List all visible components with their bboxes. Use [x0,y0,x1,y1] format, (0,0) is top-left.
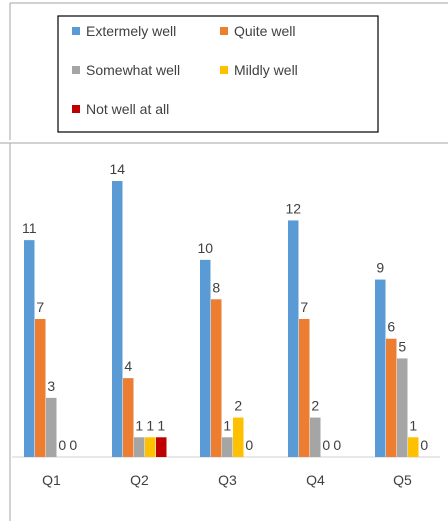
data-label-q3-somewhat-well: 1 [223,417,231,433]
bar-q2-somewhat-well [134,437,145,457]
data-label-q1-quite-well: 7 [36,299,44,315]
data-label-q4-not-well-at-all: 0 [333,437,341,453]
legend-label-mildly-well: Mildly well [234,62,298,78]
legend-swatch-somewhat-well [72,66,80,74]
x-tick-label-q2: Q2 [130,472,149,488]
bar-q2-quite-well [123,378,134,457]
data-label-q2-mildly-well: 1 [146,417,154,433]
bar-q5-mildly-well [408,437,419,457]
data-label-q5-quite-well: 6 [387,319,395,335]
legend-box [57,15,379,133]
data-label-q2-somewhat-well: 1 [135,417,143,433]
x-tick-label-q5: Q5 [393,472,412,488]
data-label-q5-not-well-at-all: 0 [420,437,428,453]
bar-q1-quite-well [35,319,46,457]
data-label-q4-somewhat-well: 2 [311,398,319,414]
bar-q4-quite-well [299,319,310,457]
data-label-q1-somewhat-well: 3 [47,378,55,394]
x-tick-label-q4: Q4 [306,472,325,488]
legend-swatch-quite-well [220,27,228,35]
bar-q5-extermely-well [375,279,386,457]
data-label-q4-quite-well: 7 [300,299,308,315]
data-label-q4-mildly-well: 0 [322,437,330,453]
bar-q5-somewhat-well [397,358,408,457]
data-label-q3-extermely-well: 10 [197,240,213,256]
bar-q3-somewhat-well [222,437,233,457]
data-label-q5-extermely-well: 9 [376,260,384,276]
legend-label-quite-well: Quite well [234,23,295,39]
data-label-q2-quite-well: 4 [124,358,132,374]
bar-q3-quite-well [211,299,222,457]
legend-label-not-well-at-all: Not well at all [86,101,169,117]
data-label-q3-mildly-well: 2 [234,398,242,414]
bar-q2-extermely-well [112,181,123,457]
bar-q4-extermely-well [288,220,299,457]
x-tick-label-q3: Q3 [218,472,237,488]
data-label-q5-mildly-well: 1 [409,417,417,433]
bar-q2-not-well-at-all [156,437,167,457]
bar-q5-quite-well [386,338,397,457]
bar-q1-somewhat-well [46,397,57,457]
data-label-q3-not-well-at-all: 0 [245,437,253,453]
data-label-q2-extermely-well: 14 [109,161,125,177]
bar-q3-extermely-well [200,259,211,457]
bar-q4-somewhat-well [310,417,321,457]
x-tick-label-q1: Q1 [42,472,61,488]
data-label-q1-not-well-at-all: 0 [69,437,77,453]
bar-q3-mildly-well [233,417,244,457]
data-label-q2-not-well-at-all: 1 [157,417,165,433]
legend-swatch-mildly-well [220,66,228,74]
data-label-q1-mildly-well: 0 [58,437,66,453]
legend-swatch-extermely-well [72,27,80,35]
bar-q1-extermely-well [24,240,35,457]
legend-label-extermely-well: Extermely well [86,23,176,39]
data-label-q5-somewhat-well: 5 [398,338,406,354]
bar-q2-mildly-well [145,437,156,457]
data-label-q3-quite-well: 8 [212,279,220,295]
legend-label-somewhat-well: Somewhat well [86,62,180,78]
legend: Extermely well Quite well Somewhat well Mil… [57,15,379,133]
data-label-q4-extermely-well: 12 [285,200,301,216]
data-label-q1-extermely-well: 11 [22,220,37,236]
legend-swatch-not-well-at-all [72,105,80,113]
